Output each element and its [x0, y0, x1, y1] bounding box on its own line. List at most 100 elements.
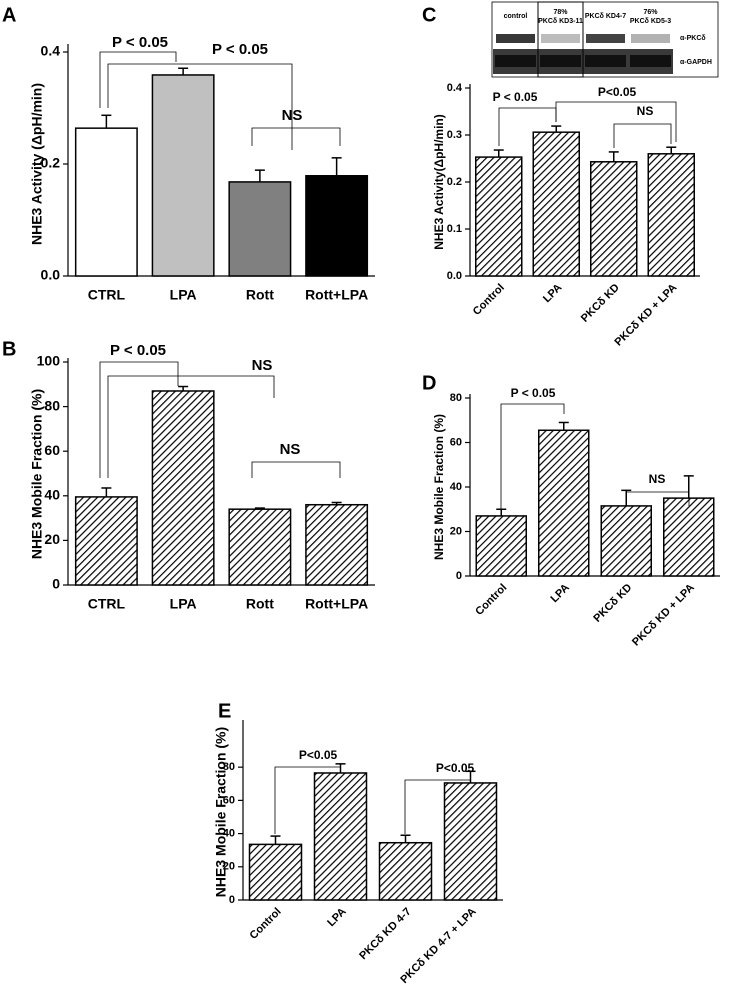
x-tick-label: PKCδ KD 4-7	[357, 906, 413, 962]
bar	[538, 429, 590, 577]
y-tick-label: 80	[450, 392, 462, 404]
blot-band	[585, 55, 626, 67]
bar	[532, 131, 580, 277]
blot-lane-label: 76%	[643, 9, 658, 16]
significance-label: P < 0.05	[212, 41, 268, 58]
bar	[475, 156, 523, 277]
bar	[647, 153, 695, 277]
y-axis-label: NHE3 Activity (ΔpH/min)	[29, 83, 45, 245]
x-tick-label: Rott+LPA	[305, 287, 368, 303]
blot-band	[496, 34, 535, 43]
y-axis-label: NHE3 Activity(ΔpH/min)	[432, 114, 446, 250]
significance-label: P < 0.05	[493, 90, 538, 104]
y-tick-label: 20	[450, 525, 462, 537]
panel-letter: A	[2, 4, 16, 26]
bar	[663, 497, 715, 577]
y-tick-label: 0.3	[447, 129, 462, 141]
y-tick-label: 0.4	[41, 43, 61, 59]
y-tick-label: 0.2	[41, 155, 61, 171]
x-tick-label: Control	[471, 282, 507, 318]
significance-bracket	[625, 491, 690, 506]
y-tick-label: 0.4	[447, 82, 463, 94]
x-tick-label: Rott	[246, 287, 274, 303]
x-tick-label: CTRL	[88, 596, 126, 612]
bar	[378, 841, 433, 901]
significance-bracket	[613, 123, 672, 148]
x-tick-label: PKCδ KD + LPA	[630, 582, 697, 649]
bar	[305, 503, 369, 586]
x-tick-label: LPA	[325, 906, 349, 930]
blot-band	[586, 34, 625, 43]
bar	[228, 181, 292, 277]
significance-label: P < 0.05	[110, 342, 166, 359]
x-tick-label: Control	[248, 906, 284, 942]
x-tick-label: LPA	[170, 596, 197, 612]
y-tick-label: 0	[52, 576, 60, 592]
significance-label: NS	[282, 107, 303, 124]
significance-label: P<0.05	[598, 85, 637, 99]
x-tick-label: Rott+LPA	[305, 596, 368, 612]
blot-lane-label: PKCδ KD3-11	[538, 18, 583, 25]
significance-bracket	[500, 403, 565, 512]
bar	[151, 74, 215, 277]
significance-bracket	[107, 375, 275, 478]
y-tick-label: 0.0	[447, 270, 462, 282]
blot-band	[630, 55, 671, 67]
bar	[228, 508, 292, 586]
y-tick-label: 60	[223, 794, 235, 806]
bar	[248, 843, 303, 901]
panel-letter: B	[2, 338, 16, 360]
blot-band	[495, 55, 536, 67]
bar	[443, 782, 498, 901]
significance-label: P < 0.05	[112, 34, 168, 51]
bar	[305, 175, 369, 277]
y-tick-label: 0	[229, 894, 235, 906]
bar	[600, 505, 652, 577]
x-tick-label: Control	[473, 582, 509, 618]
panel-letter: D	[422, 372, 436, 394]
blot-lane-label: control	[504, 13, 528, 20]
significance-bracket	[274, 766, 340, 834]
x-tick-label: LPA	[548, 582, 572, 606]
significance-label: NS	[649, 472, 666, 486]
significance-bracket	[251, 127, 341, 146]
y-tick-label: 0	[456, 570, 462, 582]
blot-row-label: α-GAPDH	[680, 59, 712, 66]
blot-lane-label: PKCδ KD5-3	[630, 18, 671, 25]
panel-letter: E	[218, 700, 231, 722]
blot-row-label: α-PKCδ	[680, 35, 706, 42]
bar	[475, 515, 527, 577]
y-tick-label: 80	[223, 761, 235, 773]
significance-label: NS	[280, 441, 301, 458]
bar	[151, 390, 215, 586]
blot-band	[540, 55, 581, 67]
panel-letter: C	[422, 4, 436, 26]
bar	[590, 161, 638, 277]
y-tick-label: 20	[223, 861, 235, 873]
blot-lane-label: 78%	[553, 9, 568, 16]
y-axis-label: NHE3 Mobile Fraction (%)	[432, 414, 446, 560]
significance-label: P < 0.05	[511, 386, 556, 400]
significance-label: NS	[252, 357, 273, 374]
significance-label: P<0.05	[436, 761, 475, 775]
y-tick-label: 100	[37, 353, 61, 369]
y-tick-label: 60	[450, 436, 462, 448]
significance-bracket	[555, 101, 677, 142]
y-tick-label: 0.0	[41, 267, 61, 283]
significance-bracket	[404, 779, 470, 834]
significance-label: P<0.05	[299, 748, 338, 762]
x-tick-label: PKCδ KD + LPA	[613, 282, 680, 349]
y-tick-label: 40	[44, 487, 60, 503]
x-tick-label: LPA	[541, 282, 565, 306]
significance-bracket	[99, 361, 179, 478]
y-tick-label: 40	[450, 481, 462, 493]
bar	[74, 127, 138, 277]
y-tick-label: 80	[44, 397, 60, 413]
y-tick-label: 20	[44, 531, 60, 547]
significance-bracket	[99, 51, 177, 108]
x-tick-label: PKCδ KD 4-7 + LPA	[398, 906, 478, 986]
y-tick-label: 40	[223, 827, 235, 839]
blot-lane-label: PKCδ KD4-7	[585, 13, 626, 20]
bar	[313, 772, 368, 901]
